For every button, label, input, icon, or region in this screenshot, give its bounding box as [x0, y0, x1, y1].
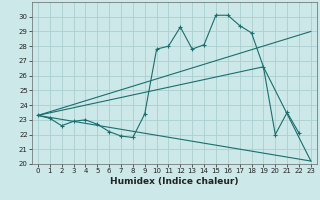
- X-axis label: Humidex (Indice chaleur): Humidex (Indice chaleur): [110, 177, 239, 186]
